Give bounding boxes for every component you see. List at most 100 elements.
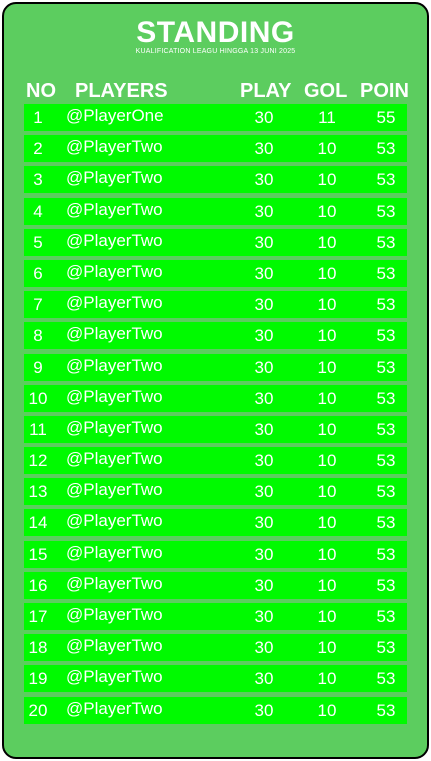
table-row: 20 @PlayerTwo 30 10 53 xyxy=(24,696,407,724)
row-play: 30 xyxy=(254,638,274,658)
row-gol: 10 xyxy=(317,700,337,720)
row-play: 30 xyxy=(254,139,274,159)
header-no: NO xyxy=(26,80,56,102)
row-player: @PlayerTwo xyxy=(66,511,163,531)
row-player: @PlayerTwo xyxy=(66,230,163,250)
table-row: 17 @PlayerTwo 30 10 53 xyxy=(24,603,407,630)
row-poin: 53 xyxy=(376,357,396,377)
row-number: 16 xyxy=(28,575,48,595)
table-row: 6 @PlayerTwo 30 10 53 xyxy=(24,259,407,287)
header-poin: POIN xyxy=(360,80,409,102)
row-number: 1 xyxy=(33,108,43,127)
row-gol: 10 xyxy=(317,139,337,159)
row-player: @PlayerTwo xyxy=(66,573,163,593)
row-gol: 10 xyxy=(317,263,337,283)
row-poin: 55 xyxy=(376,108,396,127)
table-row: 5 @PlayerTwo 30 10 53 xyxy=(24,228,407,256)
row-player: @PlayerTwo xyxy=(66,542,163,562)
table-row: 10 @PlayerTwo 30 10 53 xyxy=(24,384,407,412)
row-poin: 53 xyxy=(376,201,396,221)
row-play: 30 xyxy=(254,357,274,377)
row-play: 30 xyxy=(254,419,274,439)
table-row: 7 @PlayerTwo 30 10 53 xyxy=(24,291,407,319)
row-gol: 10 xyxy=(317,201,337,221)
table-row: 13 @PlayerTwo 30 10 53 xyxy=(24,478,407,506)
row-number: 9 xyxy=(33,357,43,377)
page-subtitle: KUALIFICATION LEAGU HINGGA 13 JUNI 2025 xyxy=(135,48,296,55)
row-play: 30 xyxy=(254,295,274,315)
row-number: 13 xyxy=(28,482,48,502)
row-play: 30 xyxy=(254,575,274,595)
row-gol: 10 xyxy=(317,388,337,408)
row-player: @PlayerTwo xyxy=(66,324,163,344)
row-gol: 10 xyxy=(317,669,337,689)
row-play: 30 xyxy=(254,263,274,283)
row-poin: 53 xyxy=(376,544,396,564)
row-play: 30 xyxy=(254,108,274,127)
row-gol: 10 xyxy=(317,575,337,595)
row-number: 17 xyxy=(28,607,48,626)
table-row: 19 @PlayerTwo 30 10 53 xyxy=(24,665,407,693)
table-row: 2 @PlayerTwo 30 10 53 xyxy=(24,135,407,163)
row-player: @PlayerOne xyxy=(66,106,164,125)
row-player: @PlayerTwo xyxy=(66,386,163,406)
row-poin: 53 xyxy=(376,451,396,471)
table-row: 4 @PlayerTwo 30 10 53 xyxy=(24,197,407,225)
row-play: 30 xyxy=(254,388,274,408)
row-player: @PlayerTwo xyxy=(66,698,163,718)
row-gol: 10 xyxy=(317,357,337,377)
row-play: 30 xyxy=(254,232,274,252)
row-player: @PlayerTwo xyxy=(66,293,163,313)
table-row: 11 @PlayerTwo 30 10 53 xyxy=(24,415,407,443)
row-number: 5 xyxy=(33,232,43,252)
row-player: @PlayerTwo xyxy=(66,261,163,281)
row-number: 11 xyxy=(29,419,47,439)
row-poin: 53 xyxy=(376,669,396,689)
row-poin: 53 xyxy=(376,263,396,283)
header-players: PLAYERS xyxy=(75,80,168,102)
row-poin: 53 xyxy=(376,139,396,159)
row-poin: 53 xyxy=(376,638,396,658)
row-play: 30 xyxy=(254,513,274,533)
table-row: 1 @PlayerOne 30 11 55 xyxy=(24,104,407,131)
row-play: 30 xyxy=(254,700,274,720)
row-poin: 53 xyxy=(376,482,396,502)
row-gol: 10 xyxy=(317,232,337,252)
row-number: 14 xyxy=(28,513,48,533)
row-poin: 53 xyxy=(376,575,396,595)
row-gol: 10 xyxy=(317,482,337,502)
row-number: 18 xyxy=(28,638,48,658)
row-poin: 53 xyxy=(376,607,396,626)
row-gol: 10 xyxy=(317,544,337,564)
header-play: PLAY xyxy=(240,80,292,102)
table-row: 16 @PlayerTwo 30 10 53 xyxy=(24,571,407,599)
page-title: STANDING xyxy=(136,16,295,49)
row-gol: 11 xyxy=(318,108,336,127)
row-poin: 53 xyxy=(376,700,396,720)
row-gol: 10 xyxy=(317,513,337,533)
row-number: 19 xyxy=(28,669,48,689)
row-gol: 10 xyxy=(317,326,337,346)
table-row: 3 @PlayerTwo 30 10 53 xyxy=(24,166,407,194)
row-gol: 10 xyxy=(317,419,337,439)
row-poin: 53 xyxy=(376,513,396,533)
row-poin: 53 xyxy=(376,326,396,346)
row-player: @PlayerTwo xyxy=(66,605,163,624)
row-poin: 53 xyxy=(376,232,396,252)
standings-table: 1 @PlayerOne 30 11 55 2 @PlayerTwo 30 10 53 3 @Play… xyxy=(24,104,407,728)
table-row: 14 @PlayerTwo 30 10 53 xyxy=(24,509,407,537)
row-number: 6 xyxy=(33,263,43,283)
row-poin: 53 xyxy=(376,419,396,439)
row-gol: 10 xyxy=(317,451,337,471)
row-play: 30 xyxy=(254,544,274,564)
row-number: 7 xyxy=(33,295,43,315)
table-row: 12 @PlayerTwo 30 10 53 xyxy=(24,447,407,475)
row-number: 10 xyxy=(28,388,48,408)
row-gol: 10 xyxy=(317,607,337,626)
row-number: 4 xyxy=(33,201,43,221)
table-row: 8 @PlayerTwo 30 10 53 xyxy=(24,322,407,350)
row-number: 2 xyxy=(33,139,43,159)
row-play: 30 xyxy=(254,607,274,626)
row-poin: 53 xyxy=(376,388,396,408)
row-poin: 53 xyxy=(376,170,396,190)
